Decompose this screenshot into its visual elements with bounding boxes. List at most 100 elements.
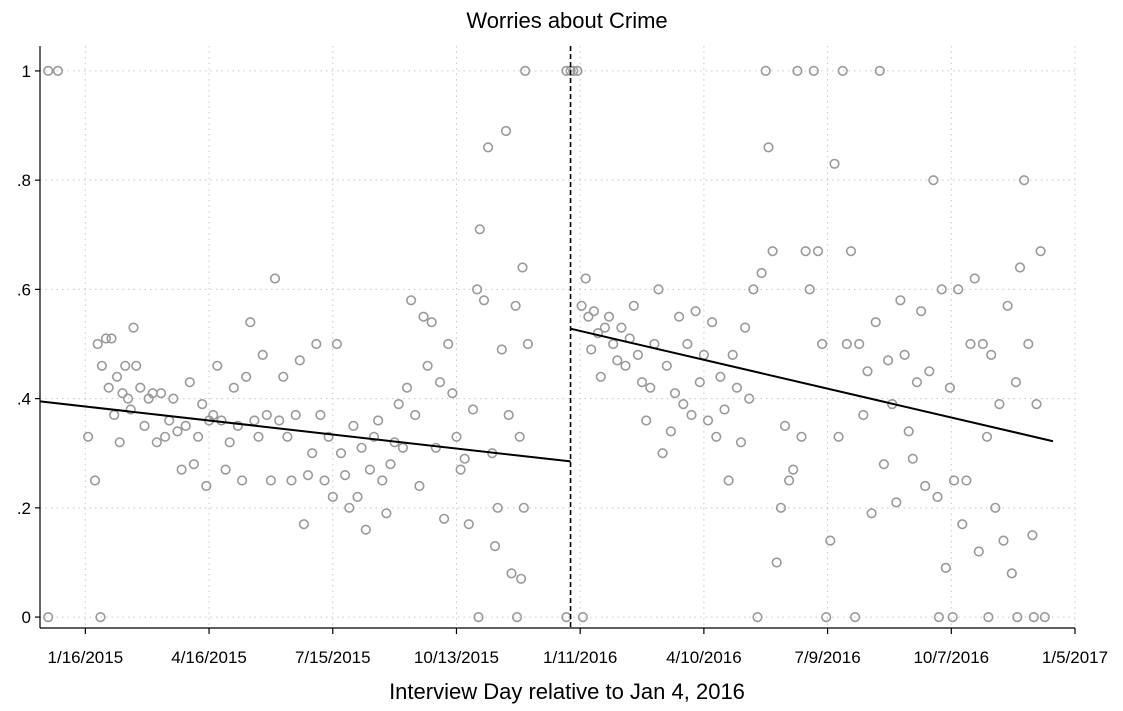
data-point	[595, 371, 606, 382]
data-point	[249, 415, 260, 426]
data-point	[511, 611, 523, 623]
data-point	[1031, 399, 1042, 410]
data-point	[812, 246, 824, 257]
data-point	[580, 273, 591, 284]
data-point	[212, 360, 223, 371]
data-point	[515, 573, 527, 584]
data-point	[1035, 246, 1046, 257]
data-point	[920, 480, 931, 492]
y-tick-label: .4	[17, 390, 31, 409]
data-point	[151, 437, 162, 448]
data-point	[915, 306, 927, 317]
data-point	[744, 393, 755, 404]
data-point	[125, 404, 136, 415]
data-point	[381, 508, 392, 519]
data-point	[331, 338, 343, 350]
data-point	[261, 409, 272, 421]
data-point	[302, 470, 314, 481]
data-point	[422, 360, 433, 371]
data-point	[172, 426, 183, 437]
data-point	[845, 246, 857, 257]
data-point	[489, 540, 501, 552]
data-points	[43, 65, 1050, 623]
data-point	[1028, 611, 1039, 623]
data-point	[775, 502, 787, 513]
data-point	[467, 404, 479, 415]
data-point	[274, 415, 285, 426]
data-point	[377, 475, 388, 486]
data-point	[135, 382, 146, 393]
data-point	[933, 611, 945, 623]
data-point	[434, 377, 446, 388]
data-point	[965, 338, 976, 350]
data-point	[669, 388, 681, 399]
data-point	[393, 399, 404, 410]
data-point	[665, 426, 677, 437]
data-point	[641, 415, 652, 426]
data-point	[459, 453, 470, 464]
data-point	[874, 65, 885, 76]
data-point	[878, 459, 890, 470]
data-point	[723, 475, 734, 486]
data-point	[474, 224, 485, 235]
data-point	[228, 382, 239, 393]
data-point	[586, 344, 597, 355]
data-point	[496, 344, 507, 355]
data-point	[903, 426, 914, 437]
data-point	[800, 246, 811, 257]
data-point	[928, 175, 939, 186]
data-point	[816, 338, 828, 350]
data-point	[986, 349, 997, 361]
data-point	[628, 300, 639, 311]
data-point	[961, 475, 972, 486]
y-axis-ticks: 0 .2 .4 .6 .8 1	[17, 62, 40, 627]
data-point	[510, 300, 521, 311]
data-point	[245, 317, 256, 328]
data-point	[241, 371, 252, 382]
data-point	[779, 420, 791, 432]
data-point	[120, 360, 131, 371]
data-point	[373, 415, 384, 426]
data-point	[932, 491, 943, 503]
data-point	[180, 420, 191, 432]
data-point	[994, 399, 1005, 410]
data-point	[911, 377, 923, 388]
data-point	[694, 377, 705, 388]
data-point	[858, 409, 869, 421]
x-tick-label: 1/16/2015	[48, 648, 124, 667]
data-point	[719, 404, 730, 415]
x-tick-label: 10/13/2015	[414, 648, 499, 667]
data-point	[899, 349, 910, 361]
y-tick-label: .8	[17, 171, 31, 190]
data-point	[265, 475, 277, 486]
data-point	[998, 535, 1009, 546]
data-point	[731, 382, 743, 393]
data-point	[463, 519, 474, 530]
data-point	[748, 284, 759, 295]
data-point	[678, 399, 689, 410]
data-point	[348, 420, 359, 432]
data-point	[307, 448, 318, 459]
data-point	[907, 453, 918, 464]
data-point	[841, 338, 852, 350]
data-point	[89, 475, 101, 486]
data-point	[201, 480, 212, 492]
x-tick-label: 1/11/2016	[543, 648, 617, 667]
data-point	[131, 360, 142, 371]
data-point	[612, 355, 623, 366]
data-point	[257, 349, 268, 361]
data-point	[114, 437, 125, 448]
data-point	[356, 442, 367, 453]
data-point	[756, 267, 767, 279]
data-point	[188, 459, 199, 470]
data-point	[315, 409, 326, 421]
axes	[39, 46, 1075, 629]
y-tick-label: 1	[22, 62, 31, 81]
data-point	[977, 338, 989, 350]
data-point	[771, 557, 782, 568]
data-point	[1006, 568, 1017, 579]
fit-line-pre	[39, 400, 571, 463]
data-point	[352, 491, 363, 503]
data-point	[160, 431, 171, 442]
data-point	[478, 295, 490, 306]
